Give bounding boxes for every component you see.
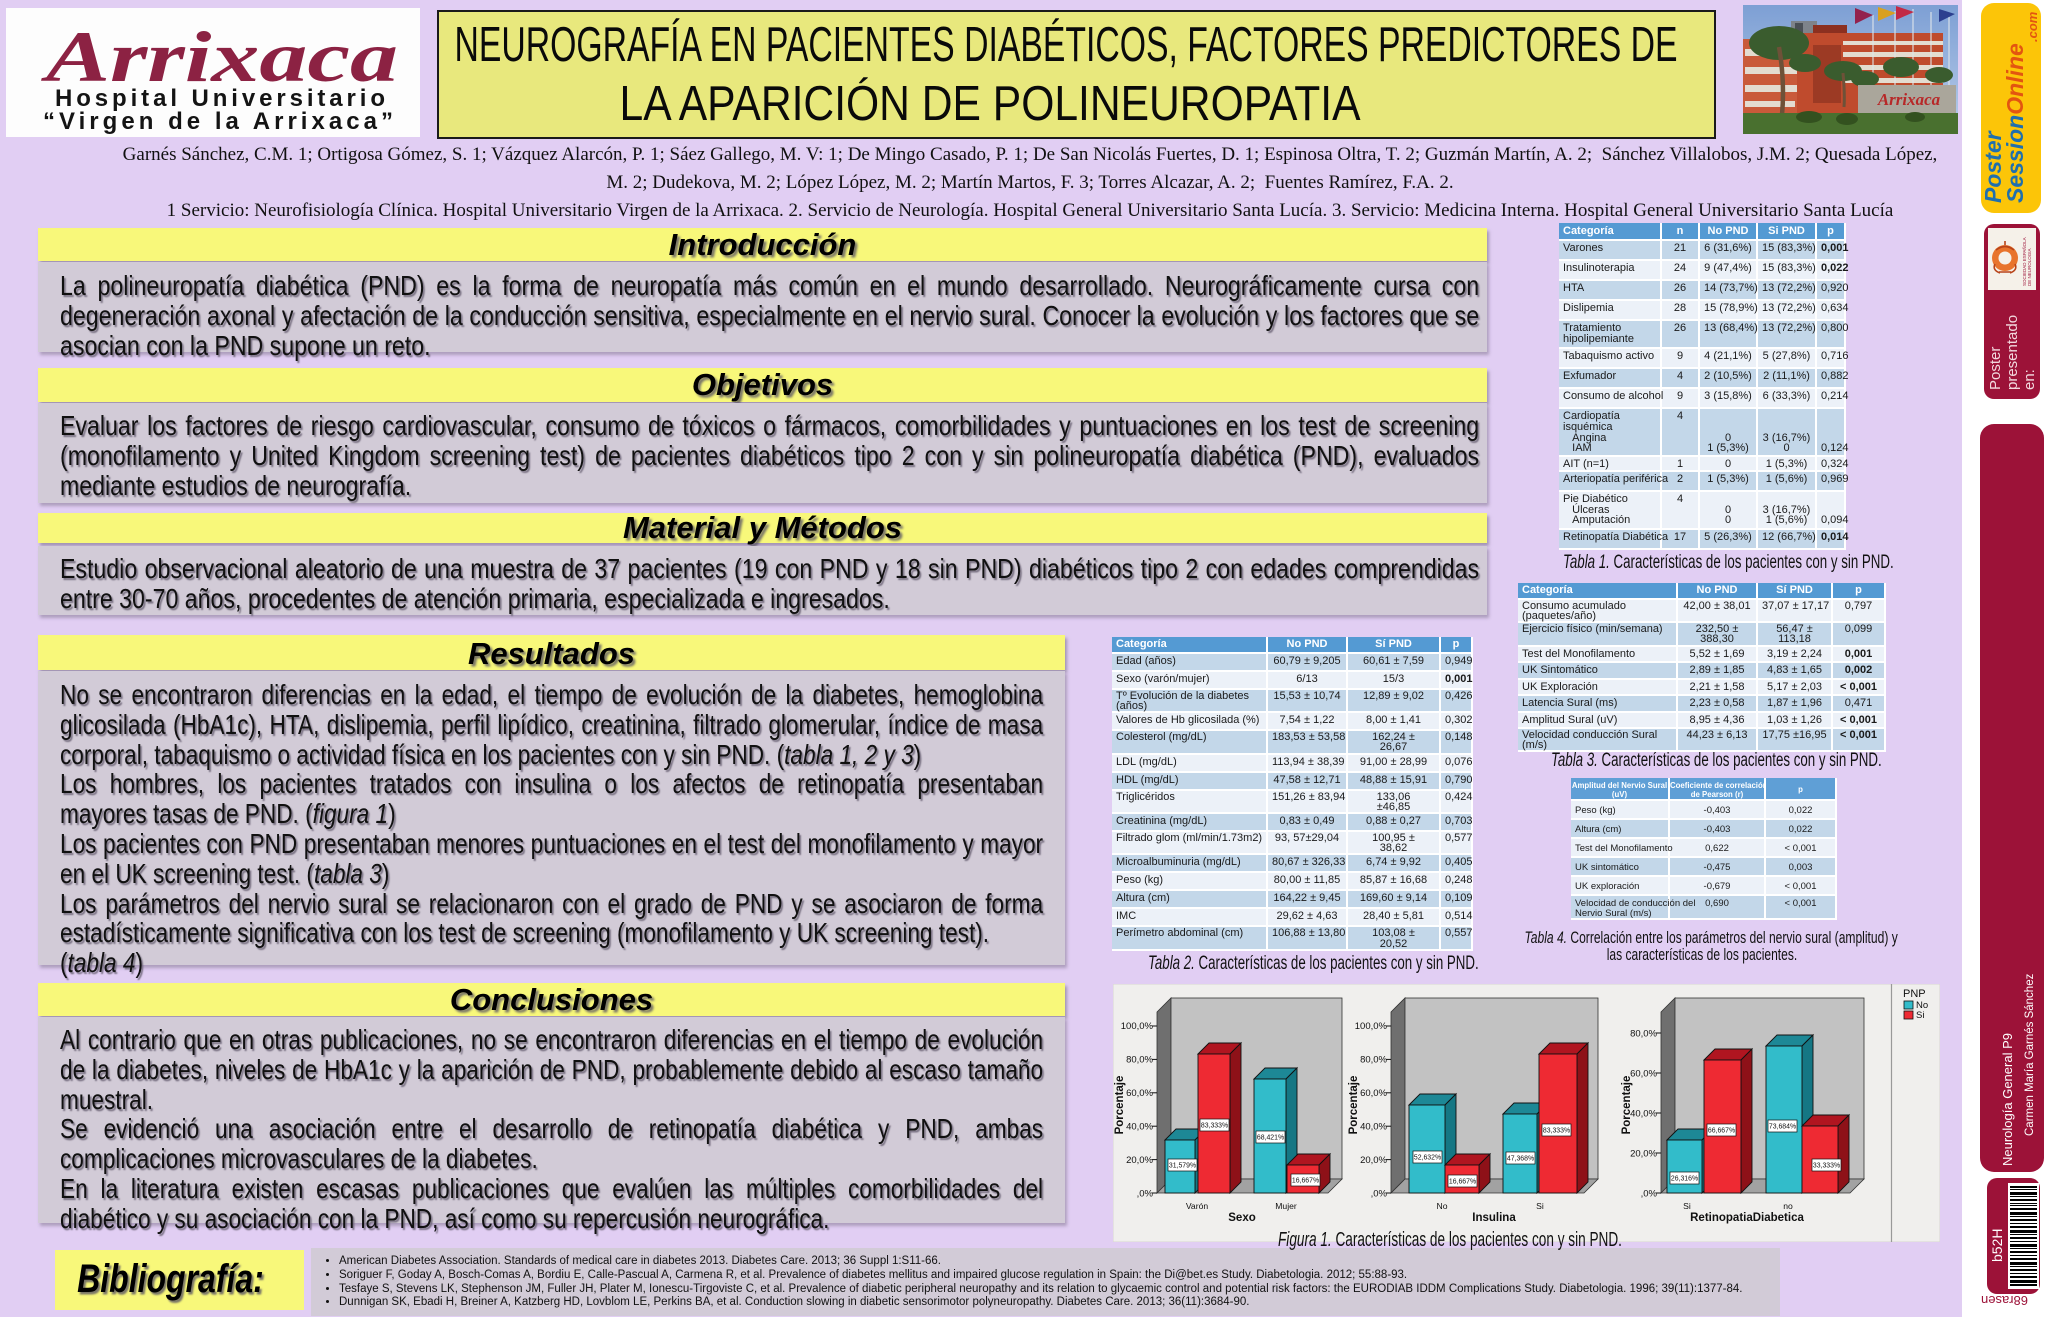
svg-text:20,0%: 20,0%: [1630, 1149, 1657, 1160]
svg-text:66,667%: 66,667%: [1708, 1128, 1735, 1135]
svg-text:100,0%: 100,0%: [1355, 1021, 1388, 1032]
svg-text:Si: Si: [1536, 1201, 1544, 1211]
svg-text:80,0%: 80,0%: [1630, 1029, 1657, 1040]
svg-text:,0%: ,0%: [1641, 1189, 1658, 1200]
svg-text:Varón: Varón: [1186, 1201, 1209, 1211]
svg-text:33,333%: 33,333%: [1813, 1163, 1840, 1170]
svg-text:80,0%: 80,0%: [1126, 1055, 1153, 1066]
svg-text:Porcentaje: Porcentaje: [1348, 1076, 1360, 1135]
svg-text:Si: Si: [1683, 1201, 1691, 1211]
svg-text:Mujer: Mujer: [1275, 1201, 1297, 1211]
svg-text:No: No: [1437, 1201, 1448, 1211]
svg-text:Neurología General P9: Neurología General P9: [2000, 1033, 2015, 1166]
svg-text:Arrixaca: Arrixaca: [41, 17, 398, 97]
svg-text:Poster: Poster: [1987, 347, 2004, 390]
svg-text:Si: Si: [1916, 1010, 1924, 1021]
svg-text:20,0%: 20,0%: [1360, 1155, 1387, 1166]
svg-text:Insulina: Insulina: [1472, 1212, 1516, 1224]
svg-text:LA APARICIÓN DE POLINEUROPATIA: LA APARICIÓN DE POLINEUROPATIA: [620, 77, 1361, 131]
svg-text:,0%: ,0%: [1137, 1189, 1154, 1200]
svg-text:83,333%: 83,333%: [1201, 1123, 1228, 1130]
svg-text:16,667%: 16,667%: [1292, 1178, 1319, 1185]
svg-text:Porcentaje: Porcentaje: [1114, 1076, 1126, 1135]
svg-text:40,0%: 40,0%: [1360, 1122, 1387, 1133]
svg-text:68,421%: 68,421%: [1257, 1135, 1284, 1142]
svg-text:Arrixaca: Arrixaca: [1877, 90, 1941, 109]
svg-text:,0%: ,0%: [1371, 1189, 1388, 1200]
svg-text:RetinopatiaDiabetica: RetinopatiaDiabetica: [1690, 1212, 1804, 1224]
svg-text:no: no: [1783, 1201, 1793, 1211]
svg-text:20,0%: 20,0%: [1126, 1155, 1153, 1166]
svg-text:b52H: b52H: [1989, 1229, 2005, 1262]
svg-text:NEUROGRAFÍA EN PACIENTES DIABÉ: NEUROGRAFÍA EN PACIENTES DIABÉTICOS, FAC…: [455, 18, 1678, 72]
svg-text:Porcentaje: Porcentaje: [1621, 1076, 1633, 1135]
svg-text:.com: .com: [2025, 11, 2040, 42]
svg-text:52,632%: 52,632%: [1414, 1155, 1441, 1162]
svg-text:60,0%: 60,0%: [1630, 1069, 1657, 1080]
svg-text:83,333%: 83,333%: [1543, 1128, 1570, 1135]
svg-text:en:: en:: [2021, 369, 2038, 390]
svg-text:68rasen: 68rasen: [1981, 1293, 2028, 1308]
svg-text:SOCIEDAD ESPAÑOLA: SOCIEDAD ESPAÑOLA: [2021, 237, 2027, 286]
svg-text:SessionOnline: SessionOnline: [2002, 43, 2028, 203]
svg-text:31,579%: 31,579%: [1169, 1163, 1196, 1170]
svg-text:40,0%: 40,0%: [1630, 1109, 1657, 1120]
svg-text:80,0%: 80,0%: [1360, 1055, 1387, 1066]
svg-text:47,368%: 47,368%: [1507, 1156, 1534, 1163]
svg-text:73,684%: 73,684%: [1769, 1124, 1796, 1131]
svg-text:16,667%: 16,667%: [1449, 1179, 1476, 1186]
svg-text:PNP: PNP: [1903, 988, 1926, 1000]
svg-text:Poster: Poster: [1980, 130, 2006, 203]
svg-text:Carmen María Garnés Sánchez: Carmen María Garnés Sánchez: [2024, 973, 2036, 1136]
svg-text:26,316%: 26,316%: [1671, 1176, 1698, 1183]
svg-text:“Virgen de la Arrixaca”: “Virgen de la Arrixaca”: [43, 108, 393, 135]
svg-text:Sexo: Sexo: [1228, 1212, 1256, 1224]
svg-text:40,0%: 40,0%: [1126, 1122, 1153, 1133]
svg-text:presentado: presentado: [2004, 315, 2021, 390]
svg-text:60,0%: 60,0%: [1360, 1088, 1387, 1099]
svg-text:60,0%: 60,0%: [1126, 1088, 1153, 1099]
svg-text:DE NEUROLOGIA: DE NEUROLOGIA: [2027, 248, 2032, 286]
svg-text:No: No: [1916, 1000, 1928, 1011]
svg-text:100,0%: 100,0%: [1121, 1021, 1154, 1032]
